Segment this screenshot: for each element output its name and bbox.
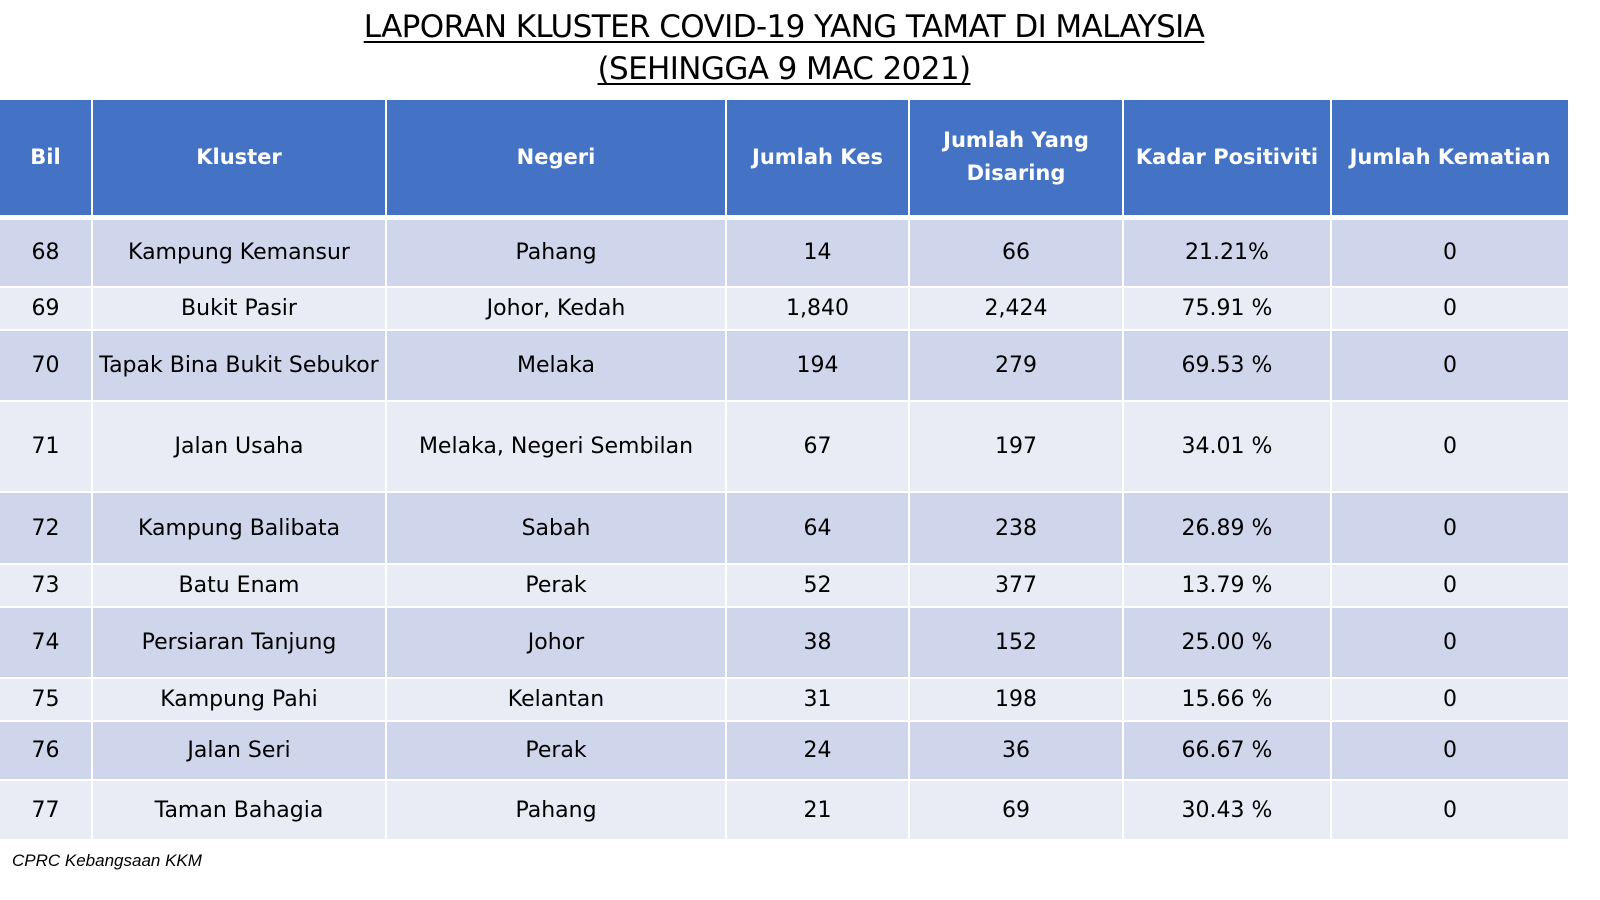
cell-bil: 71	[0, 401, 93, 493]
cell-negeri: Sabah	[386, 492, 727, 565]
cell-jumlah-disaring: 36	[909, 721, 1124, 781]
cell-jumlah-kematian: 0	[1331, 217, 1568, 288]
cluster-table: Bil Kluster Negeri Jumlah Kes Jumlah Yang Di…	[0, 100, 1568, 841]
header-bil: Bil	[0, 100, 93, 220]
cell-bil: 70	[0, 330, 93, 402]
table-row: 72 Kampung Balibata Sabah 64 238 26.89 % 0	[0, 492, 1568, 565]
cell-jumlah-disaring: 198	[909, 678, 1124, 722]
cell-bil: 75	[0, 678, 93, 722]
cell-jumlah-kematian: 0	[1331, 780, 1568, 841]
cell-kadar-positiviti: 21.21%	[1123, 217, 1332, 288]
cell-jumlah-kes: 38	[726, 607, 910, 679]
cell-jumlah-kematian: 0	[1331, 607, 1568, 679]
cell-negeri: Kelantan	[386, 678, 727, 722]
cell-jumlah-kematian: 0	[1331, 401, 1568, 493]
title-block: LAPORAN KLUSTER COVID-19 YANG TAMAT DI M…	[0, 6, 1568, 90]
source-note: CPRC Kebangsaan KKM	[12, 851, 202, 870]
cell-kluster: Taman Bahagia	[92, 780, 387, 841]
cell-jumlah-kematian: 0	[1331, 721, 1568, 781]
table-body: 68 Kampung Kemansur Pahang 14 66 21.21% 0 69 Buk…	[0, 217, 1568, 841]
page-subtitle-date: (SEHINGGA 9 MAC 2021)	[597, 51, 972, 87]
table-row: 68 Kampung Kemansur Pahang 14 66 21.21% 0	[0, 217, 1568, 288]
header-jumlah-disaring: Jumlah Yang Disaring	[909, 100, 1124, 220]
cell-kadar-positiviti: 15.66 %	[1123, 678, 1332, 722]
cell-jumlah-disaring: 66	[909, 217, 1124, 288]
cell-bil: 76	[0, 721, 93, 781]
header-row: Bil Kluster Negeri Jumlah Kes Jumlah Yang Di…	[0, 100, 1568, 220]
cell-negeri: Pahang	[386, 780, 727, 841]
table-row: 75 Kampung Pahi Kelantan 31 198 15.66 % 0	[0, 678, 1568, 722]
cell-negeri: Johor, Kedah	[386, 287, 727, 331]
cell-kadar-positiviti: 13.79 %	[1123, 564, 1332, 608]
cell-jumlah-kematian: 0	[1331, 492, 1568, 565]
cell-kluster: Tapak Bina Bukit Sebukor	[92, 330, 387, 402]
cell-jumlah-kematian: 0	[1331, 287, 1568, 331]
cell-negeri: Melaka, Negeri Sembilan	[386, 401, 727, 493]
cell-bil: 73	[0, 564, 93, 608]
cell-kadar-positiviti: 69.53 %	[1123, 330, 1332, 402]
page-title: LAPORAN KLUSTER COVID-19 YANG TAMAT DI M…	[363, 9, 1205, 45]
header-jumlah-kes: Jumlah Kes	[726, 100, 910, 220]
table-row: 76 Jalan Seri Perak 24 36 66.67 % 0	[0, 721, 1568, 781]
cell-jumlah-kes: 24	[726, 721, 910, 781]
cell-kluster: Jalan Usaha	[92, 401, 387, 493]
cell-negeri: Melaka	[386, 330, 727, 402]
cell-jumlah-kematian: 0	[1331, 564, 1568, 608]
cell-jumlah-disaring: 279	[909, 330, 1124, 402]
cell-jumlah-kematian: 0	[1331, 678, 1568, 722]
cell-kadar-positiviti: 26.89 %	[1123, 492, 1332, 565]
cell-jumlah-disaring: 377	[909, 564, 1124, 608]
cell-kadar-positiviti: 30.43 %	[1123, 780, 1332, 841]
cell-kadar-positiviti: 75.91 %	[1123, 287, 1332, 331]
header-negeri: Negeri	[386, 100, 727, 220]
cell-jumlah-kes: 31	[726, 678, 910, 722]
cell-jumlah-disaring: 197	[909, 401, 1124, 493]
cell-kadar-positiviti: 25.00 %	[1123, 607, 1332, 679]
cell-kadar-positiviti: 34.01 %	[1123, 401, 1332, 493]
header-kluster: Kluster	[92, 100, 387, 220]
table-row: 69 Bukit Pasir Johor, Kedah 1,840 2,424 75.91…	[0, 287, 1568, 331]
cluster-table-wrapper: Bil Kluster Negeri Jumlah Kes Jumlah Yang Di…	[0, 100, 1568, 841]
cell-negeri: Johor	[386, 607, 727, 679]
table-row: 77 Taman Bahagia Pahang 21 69 30.43 % 0	[0, 780, 1568, 841]
cell-kluster: Kampung Balibata	[92, 492, 387, 565]
cell-jumlah-kes: 194	[726, 330, 910, 402]
cell-bil: 74	[0, 607, 93, 679]
cell-negeri: Pahang	[386, 217, 727, 288]
cell-jumlah-disaring: 152	[909, 607, 1124, 679]
cell-jumlah-kes: 64	[726, 492, 910, 565]
cell-kluster: Bukit Pasir	[92, 287, 387, 331]
cell-kadar-positiviti: 66.67 %	[1123, 721, 1332, 781]
cell-jumlah-kes: 1,840	[726, 287, 910, 331]
cell-jumlah-kes: 52	[726, 564, 910, 608]
header-jumlah-kematian: Jumlah Kematian	[1331, 100, 1568, 220]
cell-bil: 68	[0, 217, 93, 288]
cell-negeri: Perak	[386, 564, 727, 608]
cell-jumlah-kes: 67	[726, 401, 910, 493]
cell-kluster: Persiaran Tanjung	[92, 607, 387, 679]
table-row: 74 Persiaran Tanjung Johor 38 152 25.00 % 0	[0, 607, 1568, 679]
cell-kluster: Kampung Pahi	[92, 678, 387, 722]
table-row: 73 Batu Enam Perak 52 377 13.79 % 0	[0, 564, 1568, 608]
table-row: 70 Tapak Bina Bukit Sebukor Melaka 194 279 69…	[0, 330, 1568, 402]
table-row: 71 Jalan Usaha Melaka, Negeri Sembilan 67 19…	[0, 401, 1568, 493]
cell-jumlah-disaring: 2,424	[909, 287, 1124, 331]
cell-jumlah-kematian: 0	[1331, 330, 1568, 402]
cell-bil: 69	[0, 287, 93, 331]
cell-kluster: Jalan Seri	[92, 721, 387, 781]
table-header: Bil Kluster Negeri Jumlah Kes Jumlah Yang Di…	[0, 100, 1568, 220]
cell-jumlah-kes: 14	[726, 217, 910, 288]
cell-kluster: Kampung Kemansur	[92, 217, 387, 288]
cell-bil: 77	[0, 780, 93, 841]
cell-bil: 72	[0, 492, 93, 565]
cell-jumlah-disaring: 69	[909, 780, 1124, 841]
cell-negeri: Perak	[386, 721, 727, 781]
header-kadar-positiviti: Kadar Positiviti	[1123, 100, 1332, 220]
cell-kluster: Batu Enam	[92, 564, 387, 608]
cell-jumlah-disaring: 238	[909, 492, 1124, 565]
cell-jumlah-kes: 21	[726, 780, 910, 841]
